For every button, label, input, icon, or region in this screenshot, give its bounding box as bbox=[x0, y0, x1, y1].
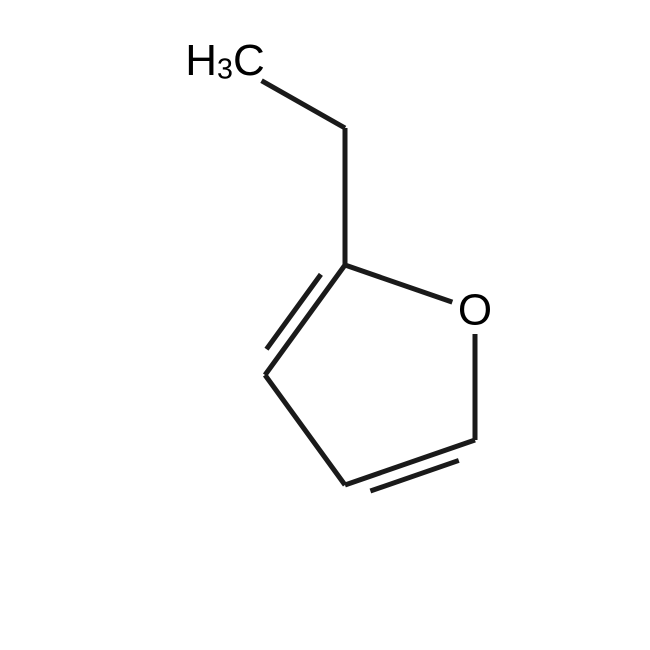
bond-line bbox=[265, 375, 345, 485]
bond-line bbox=[345, 265, 452, 302]
atom-label-O: O bbox=[458, 286, 492, 335]
bond-line bbox=[262, 81, 345, 128]
molecule-diagram: O H3C bbox=[0, 0, 650, 650]
bond-line bbox=[370, 460, 458, 491]
bond-line bbox=[265, 265, 345, 375]
bonds-layer bbox=[262, 81, 475, 491]
atom-labels-layer: O H3C bbox=[185, 36, 492, 335]
atom-label-Ce2: H3C bbox=[185, 36, 264, 86]
